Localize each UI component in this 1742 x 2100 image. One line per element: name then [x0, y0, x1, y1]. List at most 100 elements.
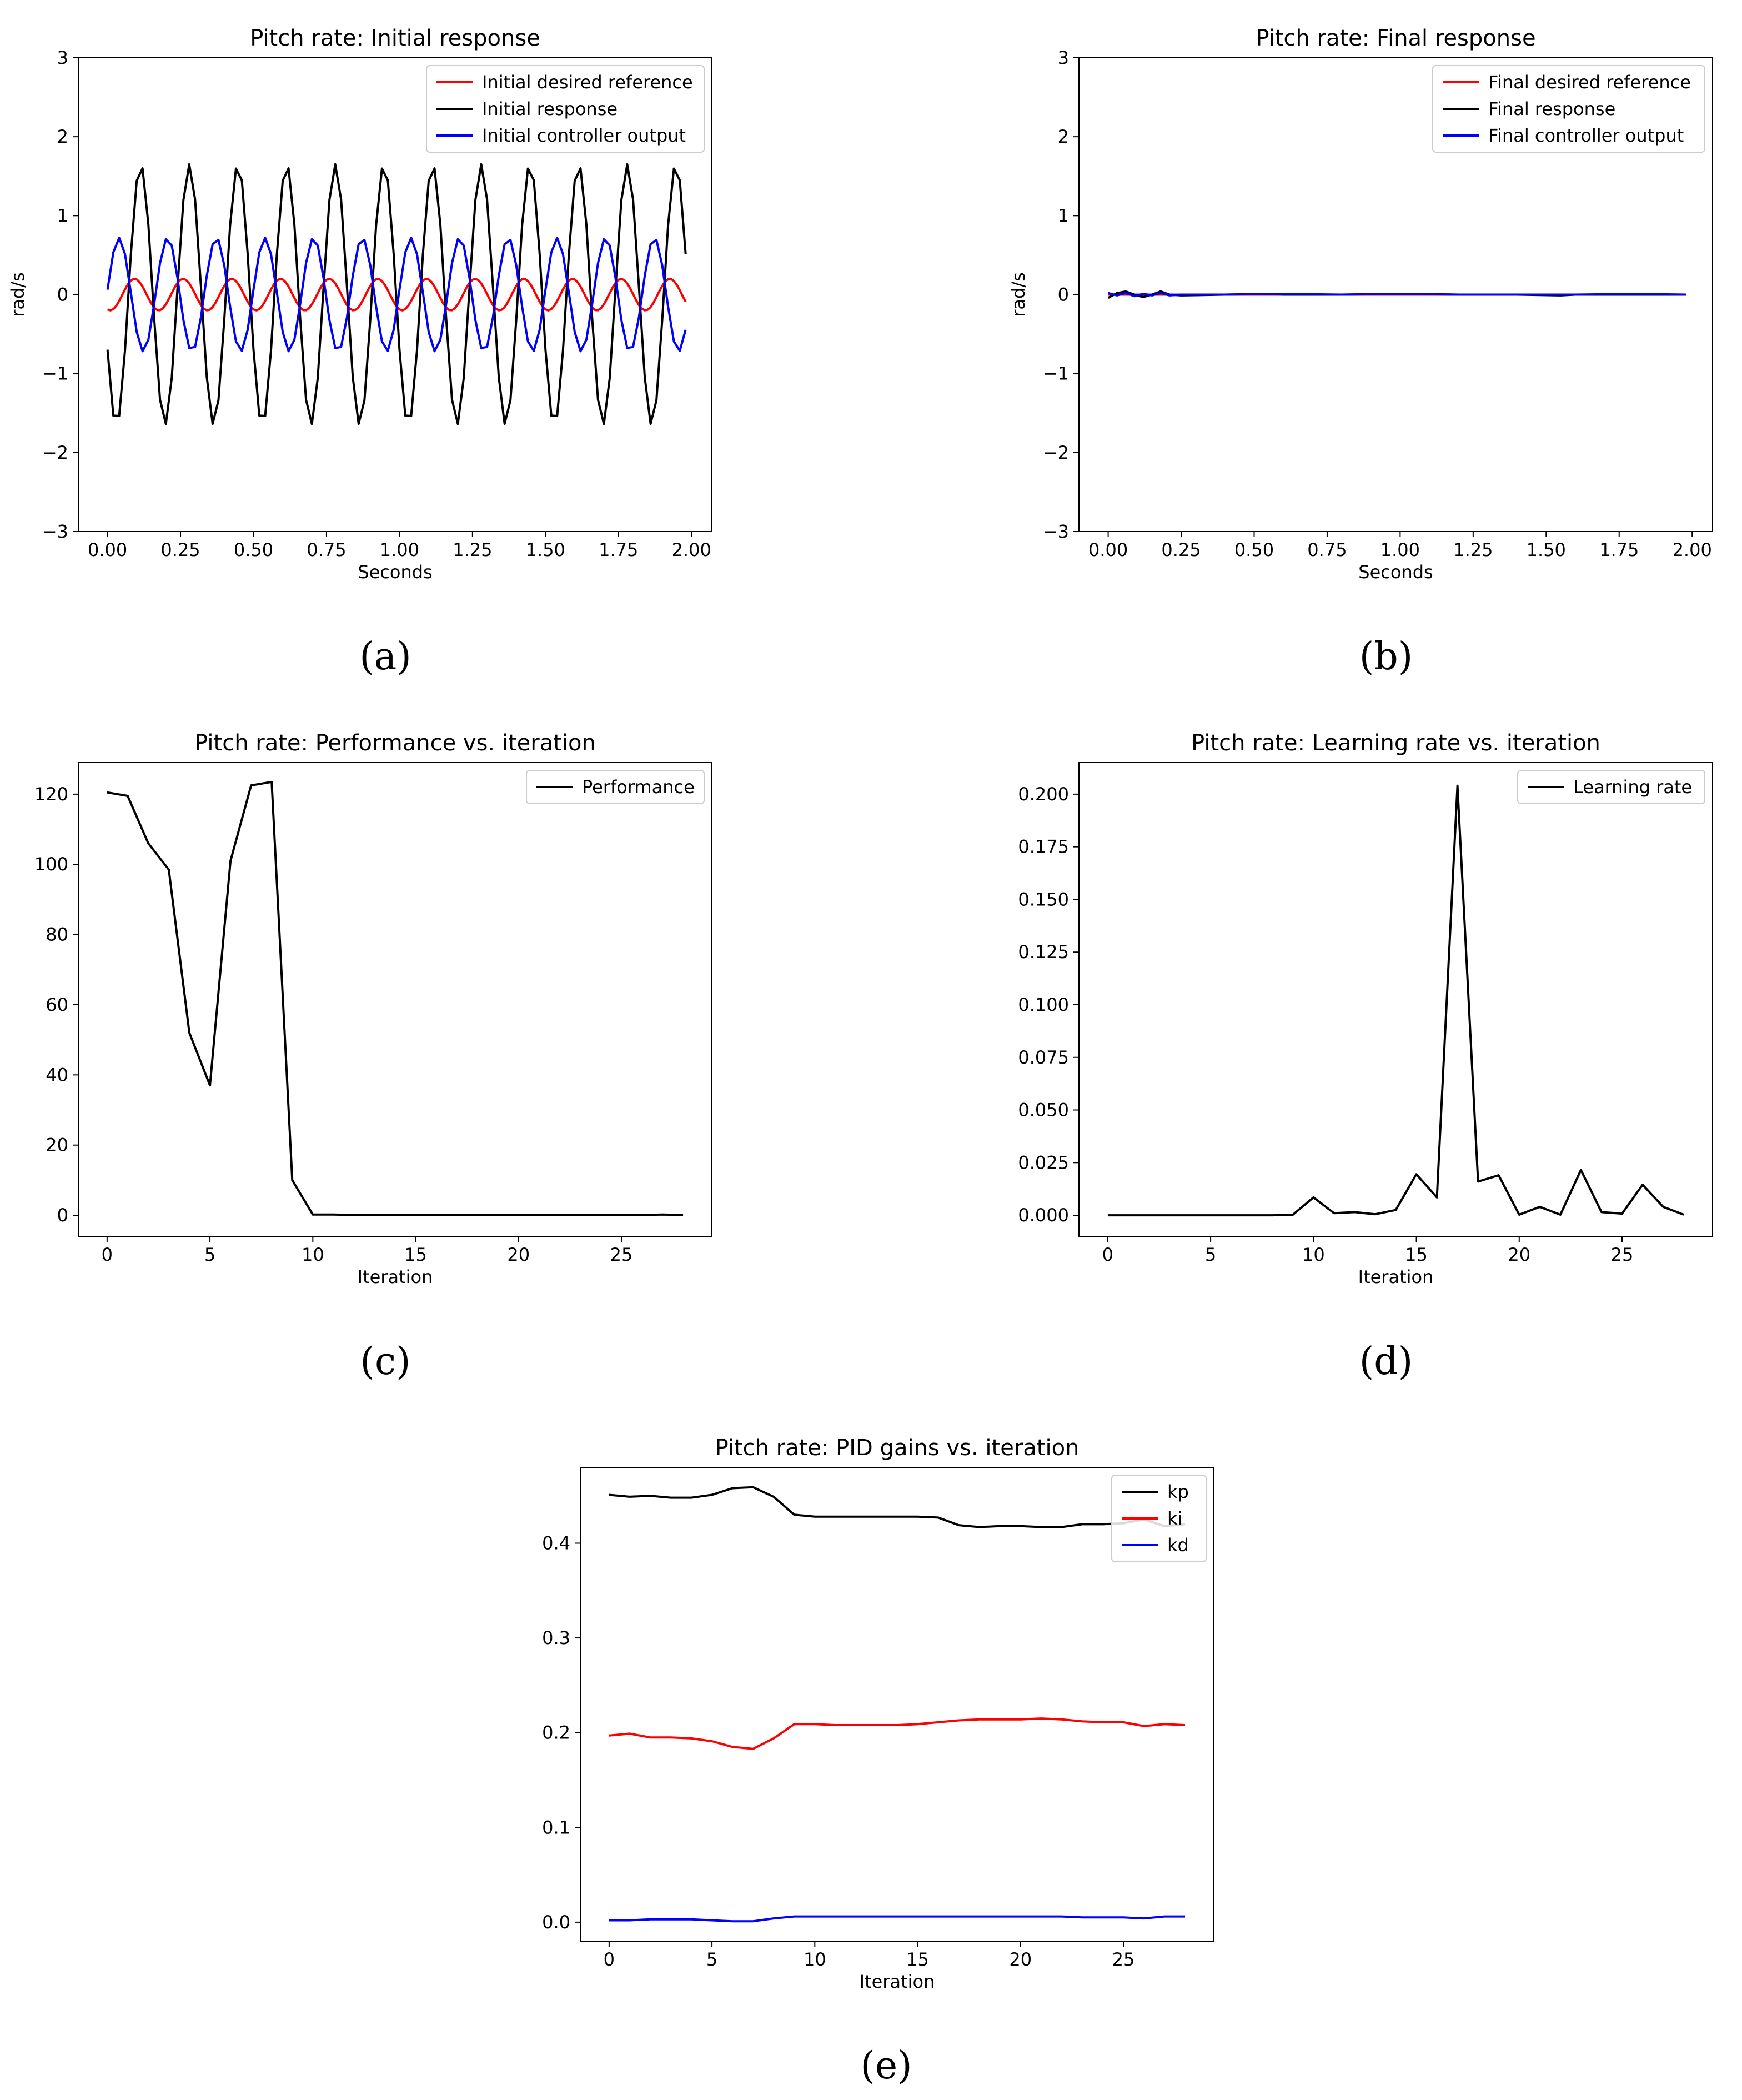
chart-title: Pitch rate: Final response — [1256, 26, 1535, 51]
legend-label: kp — [1167, 1481, 1189, 1502]
x-tick-label: 0.25 — [160, 539, 200, 560]
x-tick-label: 1.25 — [453, 539, 492, 560]
x-tick-label: 5 — [204, 1244, 215, 1265]
y-tick-label: 0.3 — [542, 1627, 570, 1648]
y-tick-label: 0.050 — [1018, 1100, 1069, 1121]
series-line-initial-response — [106, 163, 687, 425]
series-line-kp — [609, 1486, 1186, 1528]
y-tick-label: 2 — [1058, 126, 1069, 147]
x-tick-label: 1.50 — [1527, 539, 1566, 560]
x-tick-label: 25 — [1112, 1949, 1135, 1970]
x-tick-label: 25 — [1611, 1244, 1634, 1265]
x-tick-label: 1.25 — [1453, 539, 1493, 560]
plot-frame — [78, 57, 712, 532]
chart-title: Pitch rate: Performance vs. iteration — [194, 730, 596, 756]
y-tick-label: −3 — [42, 521, 68, 542]
y-tick-label: 60 — [46, 994, 68, 1015]
y-tick-label: 3 — [1058, 47, 1069, 68]
y-tick-label: 0.1 — [542, 1817, 570, 1838]
y-tick-label: 1 — [57, 205, 68, 226]
series-line-kd — [609, 1915, 1186, 1923]
x-tick-label: 0 — [1102, 1244, 1113, 1265]
legend-label: kd — [1167, 1535, 1189, 1556]
legend-label: Learning rate — [1573, 776, 1692, 798]
x-tick-label: 15 — [404, 1244, 427, 1265]
series-line-final-controller-output — [1108, 292, 1686, 298]
x-tick-label: 1.75 — [599, 539, 638, 560]
legend-label: Initial controller output — [482, 125, 686, 146]
y-tick-label: 0.150 — [1018, 889, 1069, 910]
y-axis-label: rad/s — [1008, 272, 1029, 317]
y-tick-label: 0.2 — [542, 1722, 570, 1743]
x-tick-label: 1.75 — [1599, 539, 1639, 560]
x-axis-label: Seconds — [358, 562, 432, 583]
caption-b: (b) — [1359, 635, 1413, 679]
legend-box — [1517, 770, 1705, 804]
y-tick-label: −3 — [1043, 521, 1069, 542]
caption-c: (c) — [360, 1340, 410, 1384]
legend-label: Performance — [582, 776, 695, 798]
x-tick-label: 1.50 — [526, 539, 565, 560]
y-tick-label: 3 — [57, 47, 68, 68]
x-tick-label: 15 — [906, 1949, 929, 1970]
series-line-initial-controller-output — [106, 237, 687, 353]
x-tick-label: 5 — [706, 1949, 717, 1970]
chart-b: Pitch rate: Final response 0.00 0.25 0.50 0.… — [1008, 26, 1713, 583]
x-tick-label: 0.50 — [1234, 539, 1274, 560]
x-axis-label: Iteration — [358, 1266, 433, 1287]
x-tick-label: 2.00 — [672, 539, 711, 560]
y-tick-label: −2 — [1043, 442, 1069, 463]
y-tick-label: 20 — [46, 1135, 68, 1156]
chart-title: Pitch rate: Initial response — [250, 26, 540, 51]
y-tick-label: 0.100 — [1018, 994, 1069, 1015]
legend-box — [1111, 1475, 1207, 1562]
y-tick-label: 0.125 — [1018, 941, 1069, 963]
x-axis-label: Iteration — [860, 1971, 935, 1992]
y-tick-label: 120 — [34, 784, 68, 805]
chart-a: Pitch rate: Initial response 0.00 0.25 0.50… — [7, 26, 712, 583]
y-tick-label: 0.200 — [1018, 784, 1069, 805]
legend-box — [426, 65, 705, 153]
chart-title: Pitch rate: Learning rate vs. iteration — [1191, 730, 1600, 756]
chart-e: Pitch rate: PID gains vs. iteration 0 5 10 1… — [542, 1435, 1214, 1992]
legend-label: Final response — [1488, 98, 1615, 119]
x-tick-label: 0.75 — [1307, 539, 1347, 560]
legend-label: Final controller output — [1488, 125, 1684, 146]
plot-frame — [580, 1467, 1214, 1942]
x-tick-label: 10 — [1302, 1244, 1325, 1265]
plot-frame — [1078, 57, 1713, 532]
legend-box — [526, 770, 705, 804]
y-tick-label: 2 — [57, 126, 68, 147]
legend-box — [1432, 65, 1705, 153]
x-tick-label: 10 — [804, 1949, 826, 1970]
x-axis-label: Seconds — [1358, 562, 1433, 583]
y-tick-label: 0.000 — [1018, 1205, 1069, 1226]
x-tick-label: 15 — [1405, 1244, 1428, 1265]
caption-d: (d) — [1359, 1340, 1413, 1384]
y-tick-label: 1 — [1058, 205, 1069, 226]
x-tick-label: 0.00 — [1088, 539, 1128, 560]
legend-label: Initial desired reference — [482, 72, 693, 93]
y-tick-label: 0.075 — [1018, 1047, 1069, 1068]
x-tick-label: 0.75 — [307, 539, 346, 560]
y-tick-label: 0.175 — [1018, 836, 1069, 858]
legend-label: ki — [1167, 1508, 1182, 1529]
y-tick-label: 0.0 — [542, 1912, 570, 1933]
caption-e: (e) — [860, 2044, 912, 2088]
plot-frame — [78, 762, 712, 1237]
series-line-ki — [609, 1717, 1186, 1750]
caption-a: (a) — [359, 635, 411, 679]
x-tick-label: 20 — [507, 1244, 530, 1265]
y-tick-label: −1 — [1043, 363, 1069, 384]
chart-c: Pitch rate: Performance vs. iteration 0 5 1… — [34, 730, 712, 1287]
x-tick-label: 5 — [1205, 1244, 1216, 1265]
legend-label: Initial response — [482, 98, 618, 119]
chart-title: Pitch rate: PID gains vs. iteration — [715, 1435, 1080, 1461]
x-tick-label: 1.00 — [1380, 539, 1420, 560]
x-tick-label: 2.00 — [1673, 539, 1712, 560]
y-tick-label: 0.025 — [1018, 1152, 1069, 1173]
x-tick-label: 0 — [102, 1244, 113, 1265]
y-tick-label: −2 — [42, 442, 68, 463]
legend-label: Final desired reference — [1488, 72, 1691, 93]
y-tick-label: 40 — [46, 1064, 68, 1085]
